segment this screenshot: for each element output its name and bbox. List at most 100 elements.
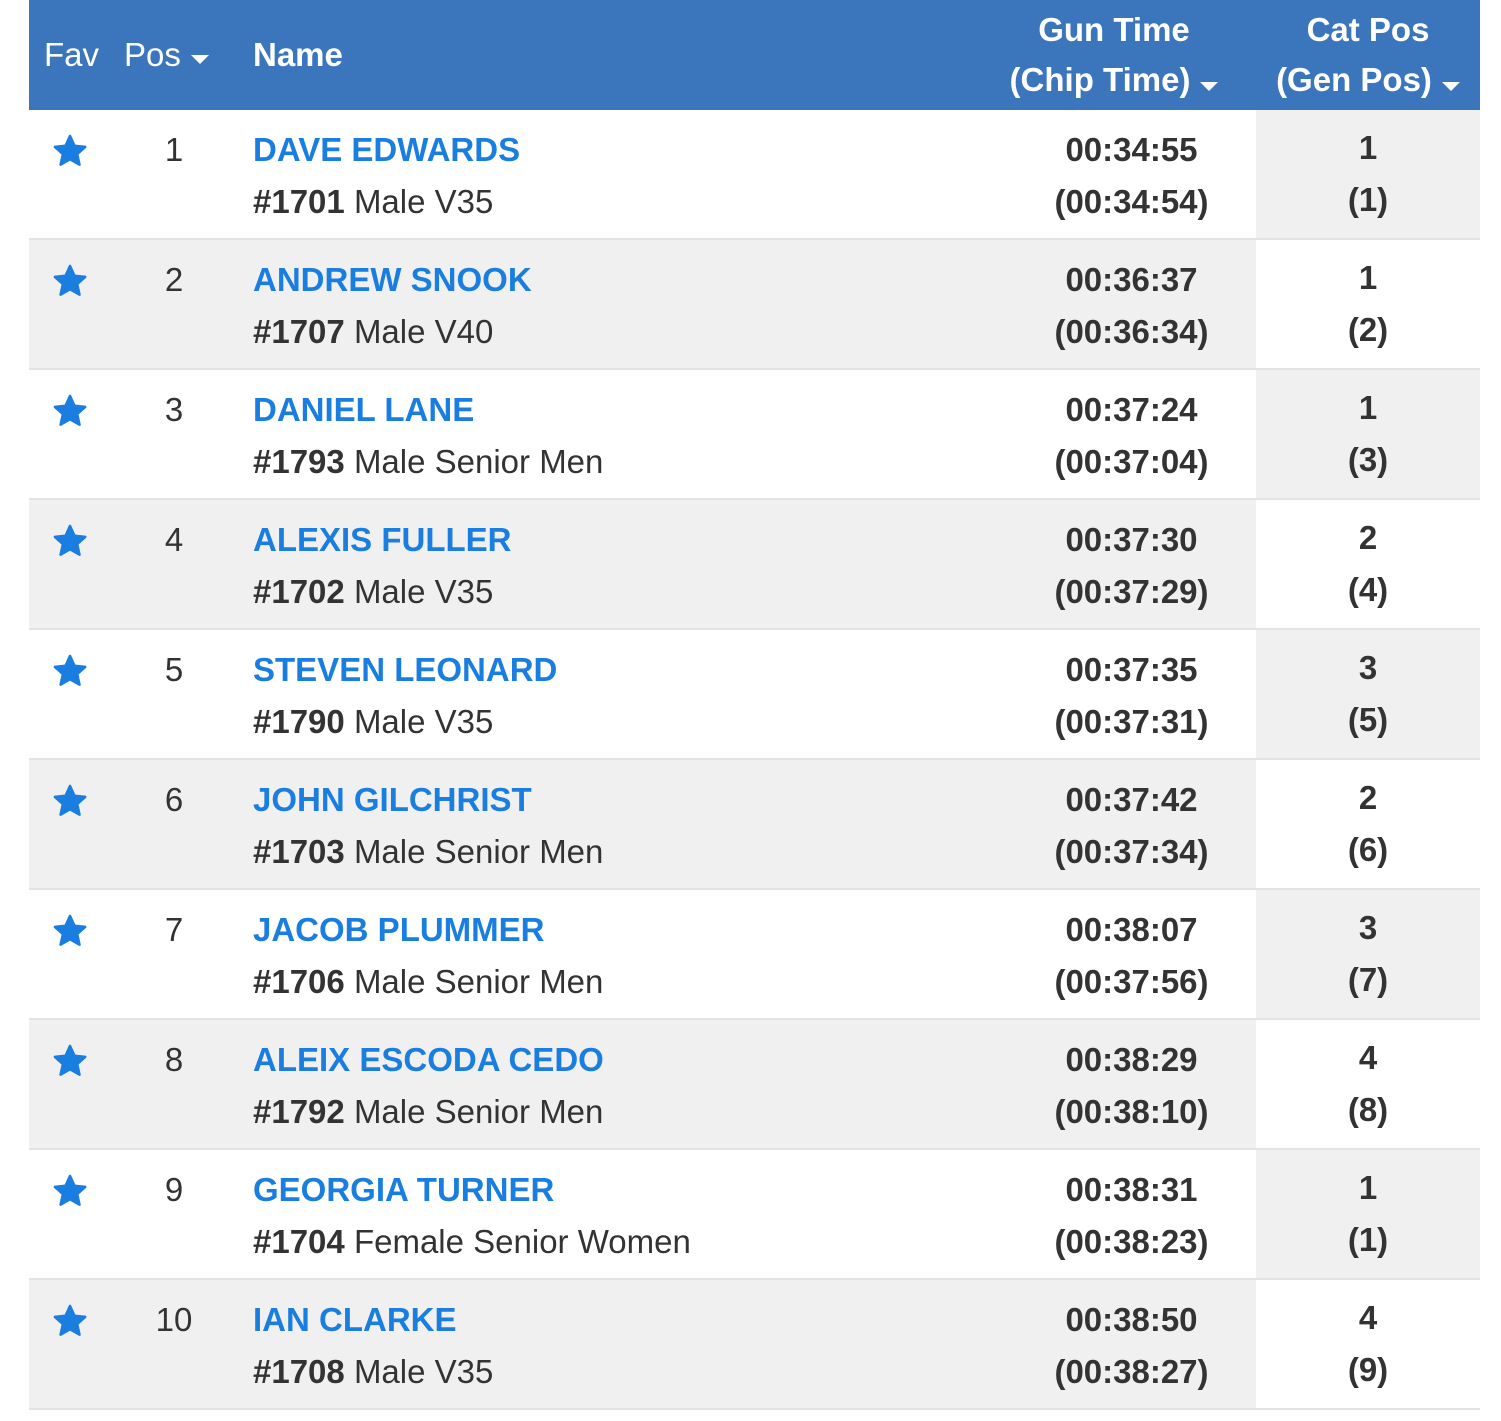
runner-details: #1701 Male V35 [253,182,493,222]
gun-time-value: 00:38:31 [1065,1171,1198,1208]
runner-name-link[interactable]: JOHN GILCHRIST [253,781,532,818]
gen-pos-value: (3) [1347,441,1389,478]
gen-pos-value: (9) [1347,1351,1389,1388]
gen-pos-value: (6) [1347,831,1389,868]
runner-name-link[interactable]: DANIEL LANE [253,391,475,428]
favorite-star-icon[interactable] [51,652,89,690]
cat-pos-cell-bg [1256,760,1480,888]
favorite-star-icon[interactable] [51,782,89,820]
bib-number: #1792 [253,1093,345,1130]
runner-name-link[interactable]: ALEXIS FULLER [253,521,512,558]
runner-category: Male Senior Men [353,1093,604,1130]
runner-category: Female Senior Women [353,1223,691,1260]
gun-time-value: 00:38:50 [1065,1301,1198,1338]
position-value: 8 [164,1041,184,1078]
gun-time-value: 00:37:42 [1065,781,1198,818]
position-value: 6 [164,781,184,818]
runner-details: #1707 Male V40 [253,312,493,352]
table-row: 9 GEORGIA TURNER #1704 Female Senior Women… [29,1150,1480,1280]
runner-name-link[interactable]: GEORGIA TURNER [253,1171,555,1208]
favorite-star-icon[interactable] [51,912,89,950]
column-header-gun-time[interactable]: Gun Time (Chip Time) [1004,0,1224,110]
favorite-star-icon[interactable] [51,392,89,430]
runner-details: #1703 Male Senior Men [253,832,603,872]
bib-number: #1793 [253,443,345,480]
favorite-star-icon[interactable] [51,132,89,170]
bib-number: #1708 [253,1353,345,1390]
chip-time-value: (00:37:04) [1054,443,1209,480]
chip-time-value: (00:38:23) [1054,1223,1209,1260]
cat-pos-header-label: Cat Pos [1306,11,1430,48]
cat-pos-value: 2 [1358,779,1378,816]
runner-name-link[interactable]: DAVE EDWARDS [253,131,521,168]
table-row: 1 DAVE EDWARDS #1701 Male V35 00:34:55 (00:3… [29,110,1480,240]
favorite-star-icon[interactable] [51,522,89,560]
bib-number: #1704 [253,1223,345,1260]
runner-details: #1793 Male Senior Men [253,442,603,482]
runner-category: Male V35 [353,1353,494,1390]
gen-pos-value: (8) [1347,1091,1389,1128]
gun-time-value: 00:37:24 [1065,391,1198,428]
gun-time-value: 00:38:07 [1065,911,1198,948]
column-header-pos[interactable]: Pos [124,0,209,110]
runner-category: Male V35 [353,573,494,610]
position-value: 3 [164,391,184,428]
cat-pos-cell-bg [1256,630,1480,758]
table-row: 10 IAN CLARKE #1708 Male V35 00:38:50 (00:38… [29,1280,1480,1410]
cat-pos-value: 3 [1358,649,1378,686]
chip-time-value: (00:38:27) [1054,1353,1209,1390]
favorite-star-icon[interactable] [51,262,89,300]
gen-pos-value: (1) [1347,1221,1389,1258]
chip-time-value: (00:37:29) [1054,573,1209,610]
bib-number: #1790 [253,703,345,740]
gun-time-value: 00:37:30 [1065,521,1198,558]
gun-time-value: 00:34:55 [1065,131,1198,168]
sort-caret-down-icon [1441,81,1460,91]
favorite-star-icon[interactable] [51,1042,89,1080]
table-body: 1 DAVE EDWARDS #1701 Male V35 00:34:55 (00:3… [29,110,1480,1410]
chip-time-value: (00:34:54) [1054,183,1209,220]
table-header: Fav Pos Name Gun Time (Chip Time) Cat Po… [29,0,1480,110]
runner-details: #1792 Male Senior Men [253,1092,603,1132]
chip-time-value: (00:37:56) [1054,963,1209,1000]
cat-pos-cell-bg [1256,1020,1480,1148]
chip-time-header-label: (Chip Time) [1009,61,1191,98]
runner-name-link[interactable]: STEVEN LEONARD [253,651,558,688]
favorite-star-icon[interactable] [51,1172,89,1210]
column-header-fav: Fav [44,0,99,110]
cat-pos-value: 2 [1358,519,1378,556]
cat-pos-cell-bg [1256,110,1480,238]
table-row: 2 ANDREW SNOOK #1707 Male V40 00:36:37 (00:3… [29,240,1480,370]
table-row: 8 ALEIX ESCODA CEDO #1792 Male Senior Men 0… [29,1020,1480,1150]
runner-name-link[interactable]: IAN CLARKE [253,1301,457,1338]
cat-pos-value: 4 [1358,1039,1378,1076]
cat-pos-value: 1 [1358,389,1378,426]
table-row: 3 DANIEL LANE #1793 Male Senior Men 00:37:2… [29,370,1480,500]
gen-pos-value: (7) [1347,961,1389,998]
runner-name-link[interactable]: ANDREW SNOOK [253,261,532,298]
gun-time-header-label: Gun Time [1038,11,1190,48]
runner-name-link[interactable]: ALEIX ESCODA CEDO [253,1041,604,1078]
cat-pos-cell-bg [1256,240,1480,368]
gen-pos-value: (1) [1347,181,1389,218]
gen-pos-value: (2) [1347,311,1389,348]
runner-category: Male Senior Men [353,443,604,480]
cat-pos-value: 3 [1358,909,1378,946]
runner-name-link[interactable]: JACOB PLUMMER [253,911,545,948]
position-value: 9 [164,1171,184,1208]
runner-details: #1790 Male V35 [253,702,493,742]
chip-time-value: (00:36:34) [1054,313,1209,350]
runner-category: Male Senior Men [353,833,604,870]
chip-time-value: (00:38:10) [1054,1093,1209,1130]
position-value: 10 [155,1301,193,1338]
position-value: 4 [164,521,184,558]
position-value: 5 [164,651,184,688]
chip-time-value: (00:37:31) [1054,703,1209,740]
table-row: 4 ALEXIS FULLER #1702 Male V35 00:37:30 (00:… [29,500,1480,630]
favorite-star-icon[interactable] [51,1302,89,1340]
runner-details: #1702 Male V35 [253,572,493,612]
gen-pos-header-label: (Gen Pos) [1276,61,1432,98]
column-header-cat-pos[interactable]: Cat Pos (Gen Pos) [1256,0,1480,110]
name-header-label: Name [253,36,343,73]
sort-caret-down-icon [190,54,209,64]
